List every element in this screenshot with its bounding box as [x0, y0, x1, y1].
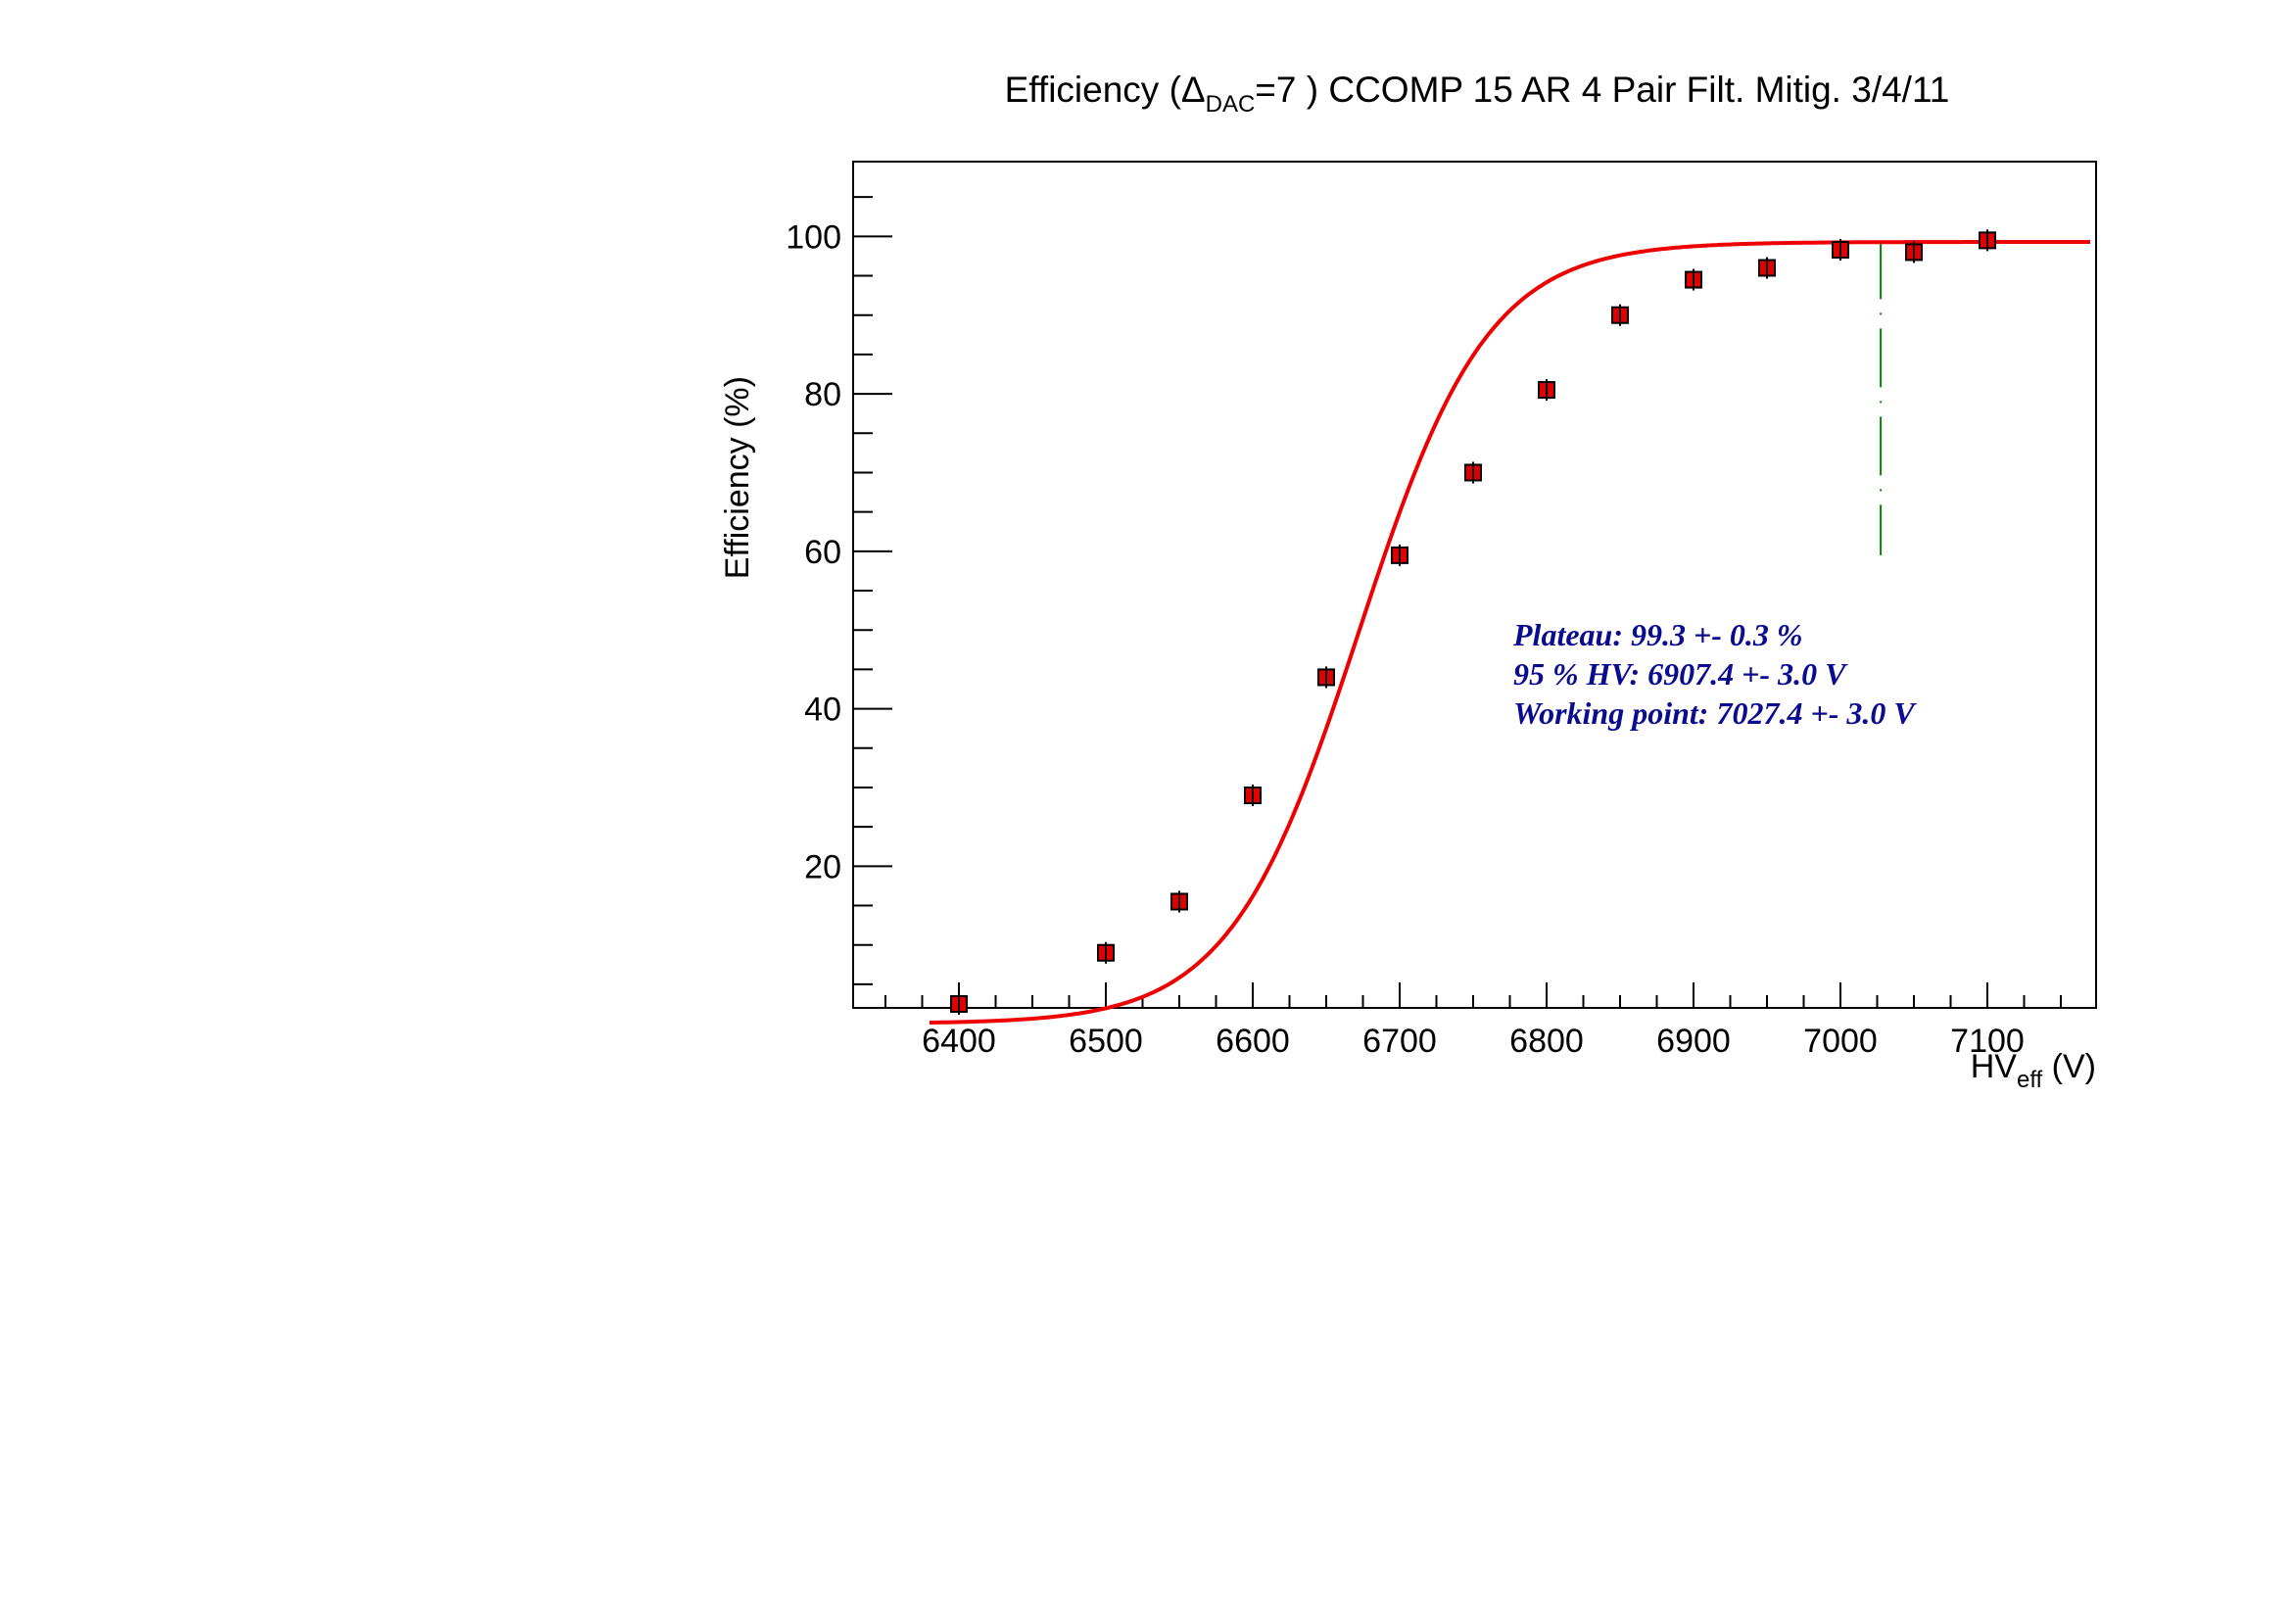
data-point	[1170, 890, 1188, 913]
data-point	[1464, 461, 1482, 484]
y-tick-label: 100	[786, 218, 841, 256]
data-point	[1391, 544, 1408, 566]
x-tick-label: 6800	[1509, 1023, 1584, 1060]
data-point	[1905, 241, 1923, 263]
data-point	[1244, 784, 1262, 806]
data-point	[1538, 379, 1555, 402]
data-point	[1832, 239, 1849, 262]
x-axis-title: HVeff (V)	[1971, 1048, 2096, 1093]
x-tick-label: 6700	[1362, 1023, 1437, 1060]
data-point	[1685, 268, 1702, 291]
fit-plateau-text: Plateau: 99.3 +- 0.3 %	[1512, 617, 1803, 652]
data-points	[950, 229, 1996, 1015]
data-point	[1317, 666, 1335, 689]
x-tick-label: 6600	[1216, 1023, 1290, 1060]
y-tick-label: 80	[804, 376, 841, 413]
x-axis: 6400 6500 6600 6700 6800 6900 7000 7100	[884, 982, 2062, 1060]
data-point	[1758, 257, 1776, 279]
chart-title: Efficiency (ΔDAC=7 ) CCOMP 15 AR 4 Pair …	[1005, 70, 1950, 118]
data-point	[950, 992, 968, 1015]
x-tick-label: 7100	[1950, 1023, 2025, 1060]
y-tick-label: 20	[804, 848, 841, 885]
x-tick-label: 6900	[1656, 1023, 1731, 1060]
fit-working-point-text: Working point: 7027.4 +- 3.0 V	[1513, 695, 1917, 731]
x-tick-label: 6500	[1069, 1023, 1143, 1060]
data-point	[1611, 304, 1629, 326]
y-axis-title: Efficiency (%)	[719, 376, 756, 579]
fit-95hv-text: 95 % HV: 6907.4 +- 3.0 V	[1513, 656, 1848, 692]
x-tick-label: 6400	[922, 1023, 996, 1060]
plot-frame	[852, 161, 2097, 1009]
y-axis: 20 40 60 80 100	[786, 196, 892, 985]
fit-curve	[930, 240, 2090, 1025]
data-point	[1979, 229, 1996, 252]
x-tick-label: 7000	[1803, 1023, 1878, 1060]
data-point	[1097, 941, 1115, 964]
y-tick-label: 60	[804, 534, 841, 571]
y-tick-label: 40	[804, 692, 841, 729]
